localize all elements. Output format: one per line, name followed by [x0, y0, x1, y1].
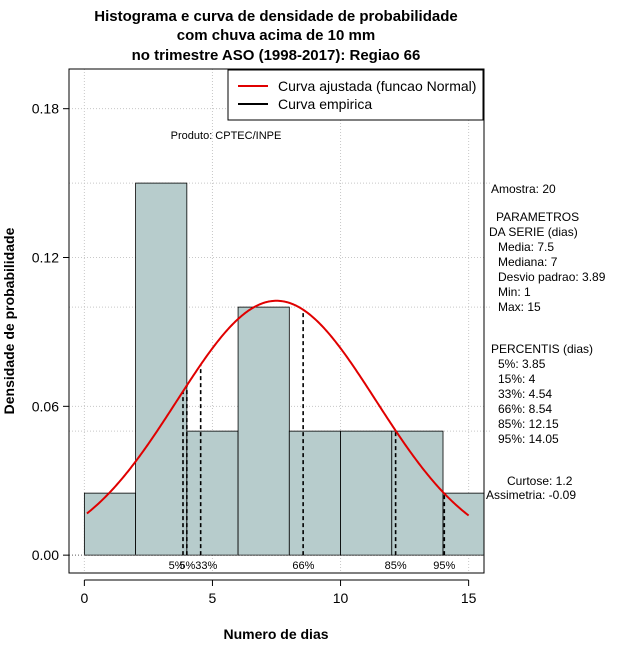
stats-parametros-subtitle: DA SERIE (dias): [489, 225, 578, 239]
product-label: Produto: CPTEC/INPE: [171, 130, 282, 142]
chart-title-line-1: Histograma e curva de densidade de proba…: [94, 8, 457, 25]
y-tick-label-1: 0.06: [32, 398, 59, 414]
stats-max: Max: 15: [498, 300, 541, 314]
histogram-bar-1: [135, 182, 188, 556]
x-tick-label-2: 10: [333, 590, 349, 606]
stats-curtose: Curtose: 1.2: [507, 474, 573, 488]
percentile-label-2: 66%: [292, 560, 314, 572]
histogram-bars: [69, 182, 484, 556]
x-tick-label-0: 0: [80, 590, 88, 606]
percentile-label-1: 5%33%: [179, 560, 217, 572]
percentile-label-4: 95%: [433, 560, 455, 572]
stats-p85: 85%: 12.15: [498, 417, 559, 431]
y-axis: 0.00 0.06 0.12 0.18: [32, 101, 70, 563]
y-tick-label-3: 0.18: [32, 101, 59, 117]
chart-title-line-3: no trimestre ASO (1998-2017): Regiao 66: [132, 47, 421, 64]
legend-label-empirical: Curva empirica: [278, 96, 372, 112]
stats-amostra: Amostra: 20: [491, 182, 556, 196]
stats-parametros-title: PARAMETROS: [496, 210, 579, 224]
stats-mediana: Mediana: 7: [498, 255, 558, 269]
histogram-bar-4: [288, 430, 341, 556]
fitted-normal-curve: [86, 299, 470, 517]
stats-percentis-title: PERCENTIS (dias): [491, 342, 593, 356]
y-tick-label-0: 0.00: [32, 547, 59, 563]
legend-box: [227, 69, 484, 121]
histogram-bar-2: [186, 430, 239, 556]
stats-p15: 15%: 4: [498, 372, 536, 386]
stats-media: Media: 7.5: [498, 240, 554, 254]
histogram-bar-3: [237, 306, 290, 556]
chart-title-line-2: com chuva acima de 10 mm: [177, 27, 375, 44]
stats-p66: 66%: 8.54: [498, 402, 552, 416]
percentile-label-0: 5%: [169, 560, 185, 572]
fitted-curve-layer: [86, 299, 470, 517]
stats-p33: 33%: 4.54: [498, 387, 552, 401]
stats-desvio: Desvio padrao: 3.89: [498, 270, 606, 284]
histogram-bar-0: [83, 492, 137, 556]
stats-p5: 5%: 3.85: [498, 357, 546, 371]
histogram-bar-7: [442, 492, 484, 556]
histogram-bar-6: [391, 430, 444, 556]
legend: Curva ajustada (funcao Normal) Curva emp…: [227, 69, 484, 121]
x-axis: 0 5 10 15: [80, 579, 477, 606]
stats-assimetria: Assimetria: -0.09: [486, 488, 576, 502]
histogram-bar-5: [340, 430, 393, 556]
stats-min: Min: 1: [498, 285, 531, 299]
stats-panel: Amostra: 20 PARAMETROS DA SERIE (dias) M…: [486, 182, 606, 502]
legend-label-fitted: Curva ajustada (funcao Normal): [278, 78, 476, 94]
y-axis-title: Densidade de probabilidade: [1, 227, 17, 414]
stats-p95: 95%: 14.05: [498, 432, 559, 446]
percentile-markers: 5%5%33% 66% 85% 95%: [169, 309, 456, 572]
x-axis-title: Numero de dias: [223, 626, 328, 642]
x-tick-label-3: 15: [461, 590, 477, 606]
percentile-label-3: 85%: [385, 560, 407, 572]
y-tick-label-2: 0.12: [32, 250, 59, 266]
x-tick-label-1: 5: [209, 590, 217, 606]
